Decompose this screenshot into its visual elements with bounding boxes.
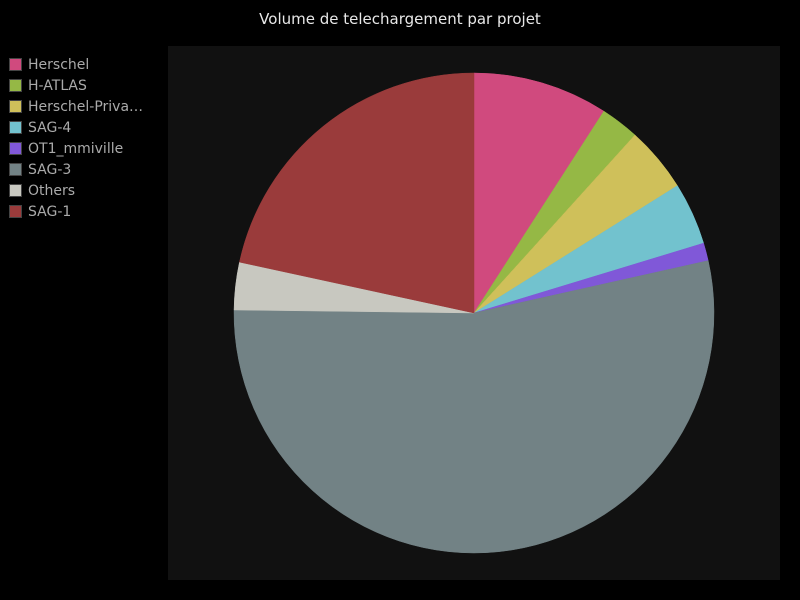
legend-item[interactable]: SAG-4 (9, 117, 143, 138)
legend-item[interactable]: Herschel-Priva… (9, 96, 143, 117)
pie-slice-herschel[interactable] (473, 72, 605, 314)
legend-item[interactable]: Herschel (9, 54, 143, 75)
legend-swatch (9, 142, 22, 155)
legend-swatch (9, 205, 22, 218)
legend-item[interactable]: SAG-3 (9, 159, 143, 180)
legend-label: SAG-4 (28, 119, 72, 136)
legend-swatch (9, 163, 22, 176)
pie-slice-sag-3[interactable] (233, 260, 715, 554)
chart-title: Volume de telechargement par projet (259, 10, 541, 28)
legend-label: OT1_mmiville (28, 140, 124, 157)
legend-swatch (9, 121, 22, 134)
legend-swatch (9, 184, 22, 197)
legend-label: Herschel-Priva… (28, 98, 144, 115)
legend-item[interactable]: OT1_mmiville (9, 138, 143, 159)
legend-swatch (9, 100, 22, 113)
legend-item[interactable]: SAG-1 (9, 201, 143, 222)
legend-label: Others (28, 182, 76, 199)
legend-swatch (9, 79, 22, 92)
legend: Herschel H-ATLAS Herschel-Priva… SAG-4 OT1_m… (9, 54, 143, 222)
legend-label: SAG-3 (28, 161, 72, 178)
legend-item[interactable]: Others (9, 180, 143, 201)
legend-label: H-ATLAS (28, 77, 87, 94)
legend-swatch (9, 58, 22, 71)
legend-item[interactable]: H-ATLAS (9, 75, 143, 96)
legend-label: SAG-1 (28, 203, 72, 220)
pie-slice-sag-1[interactable] (239, 72, 475, 314)
legend-label: Herschel (28, 56, 90, 73)
